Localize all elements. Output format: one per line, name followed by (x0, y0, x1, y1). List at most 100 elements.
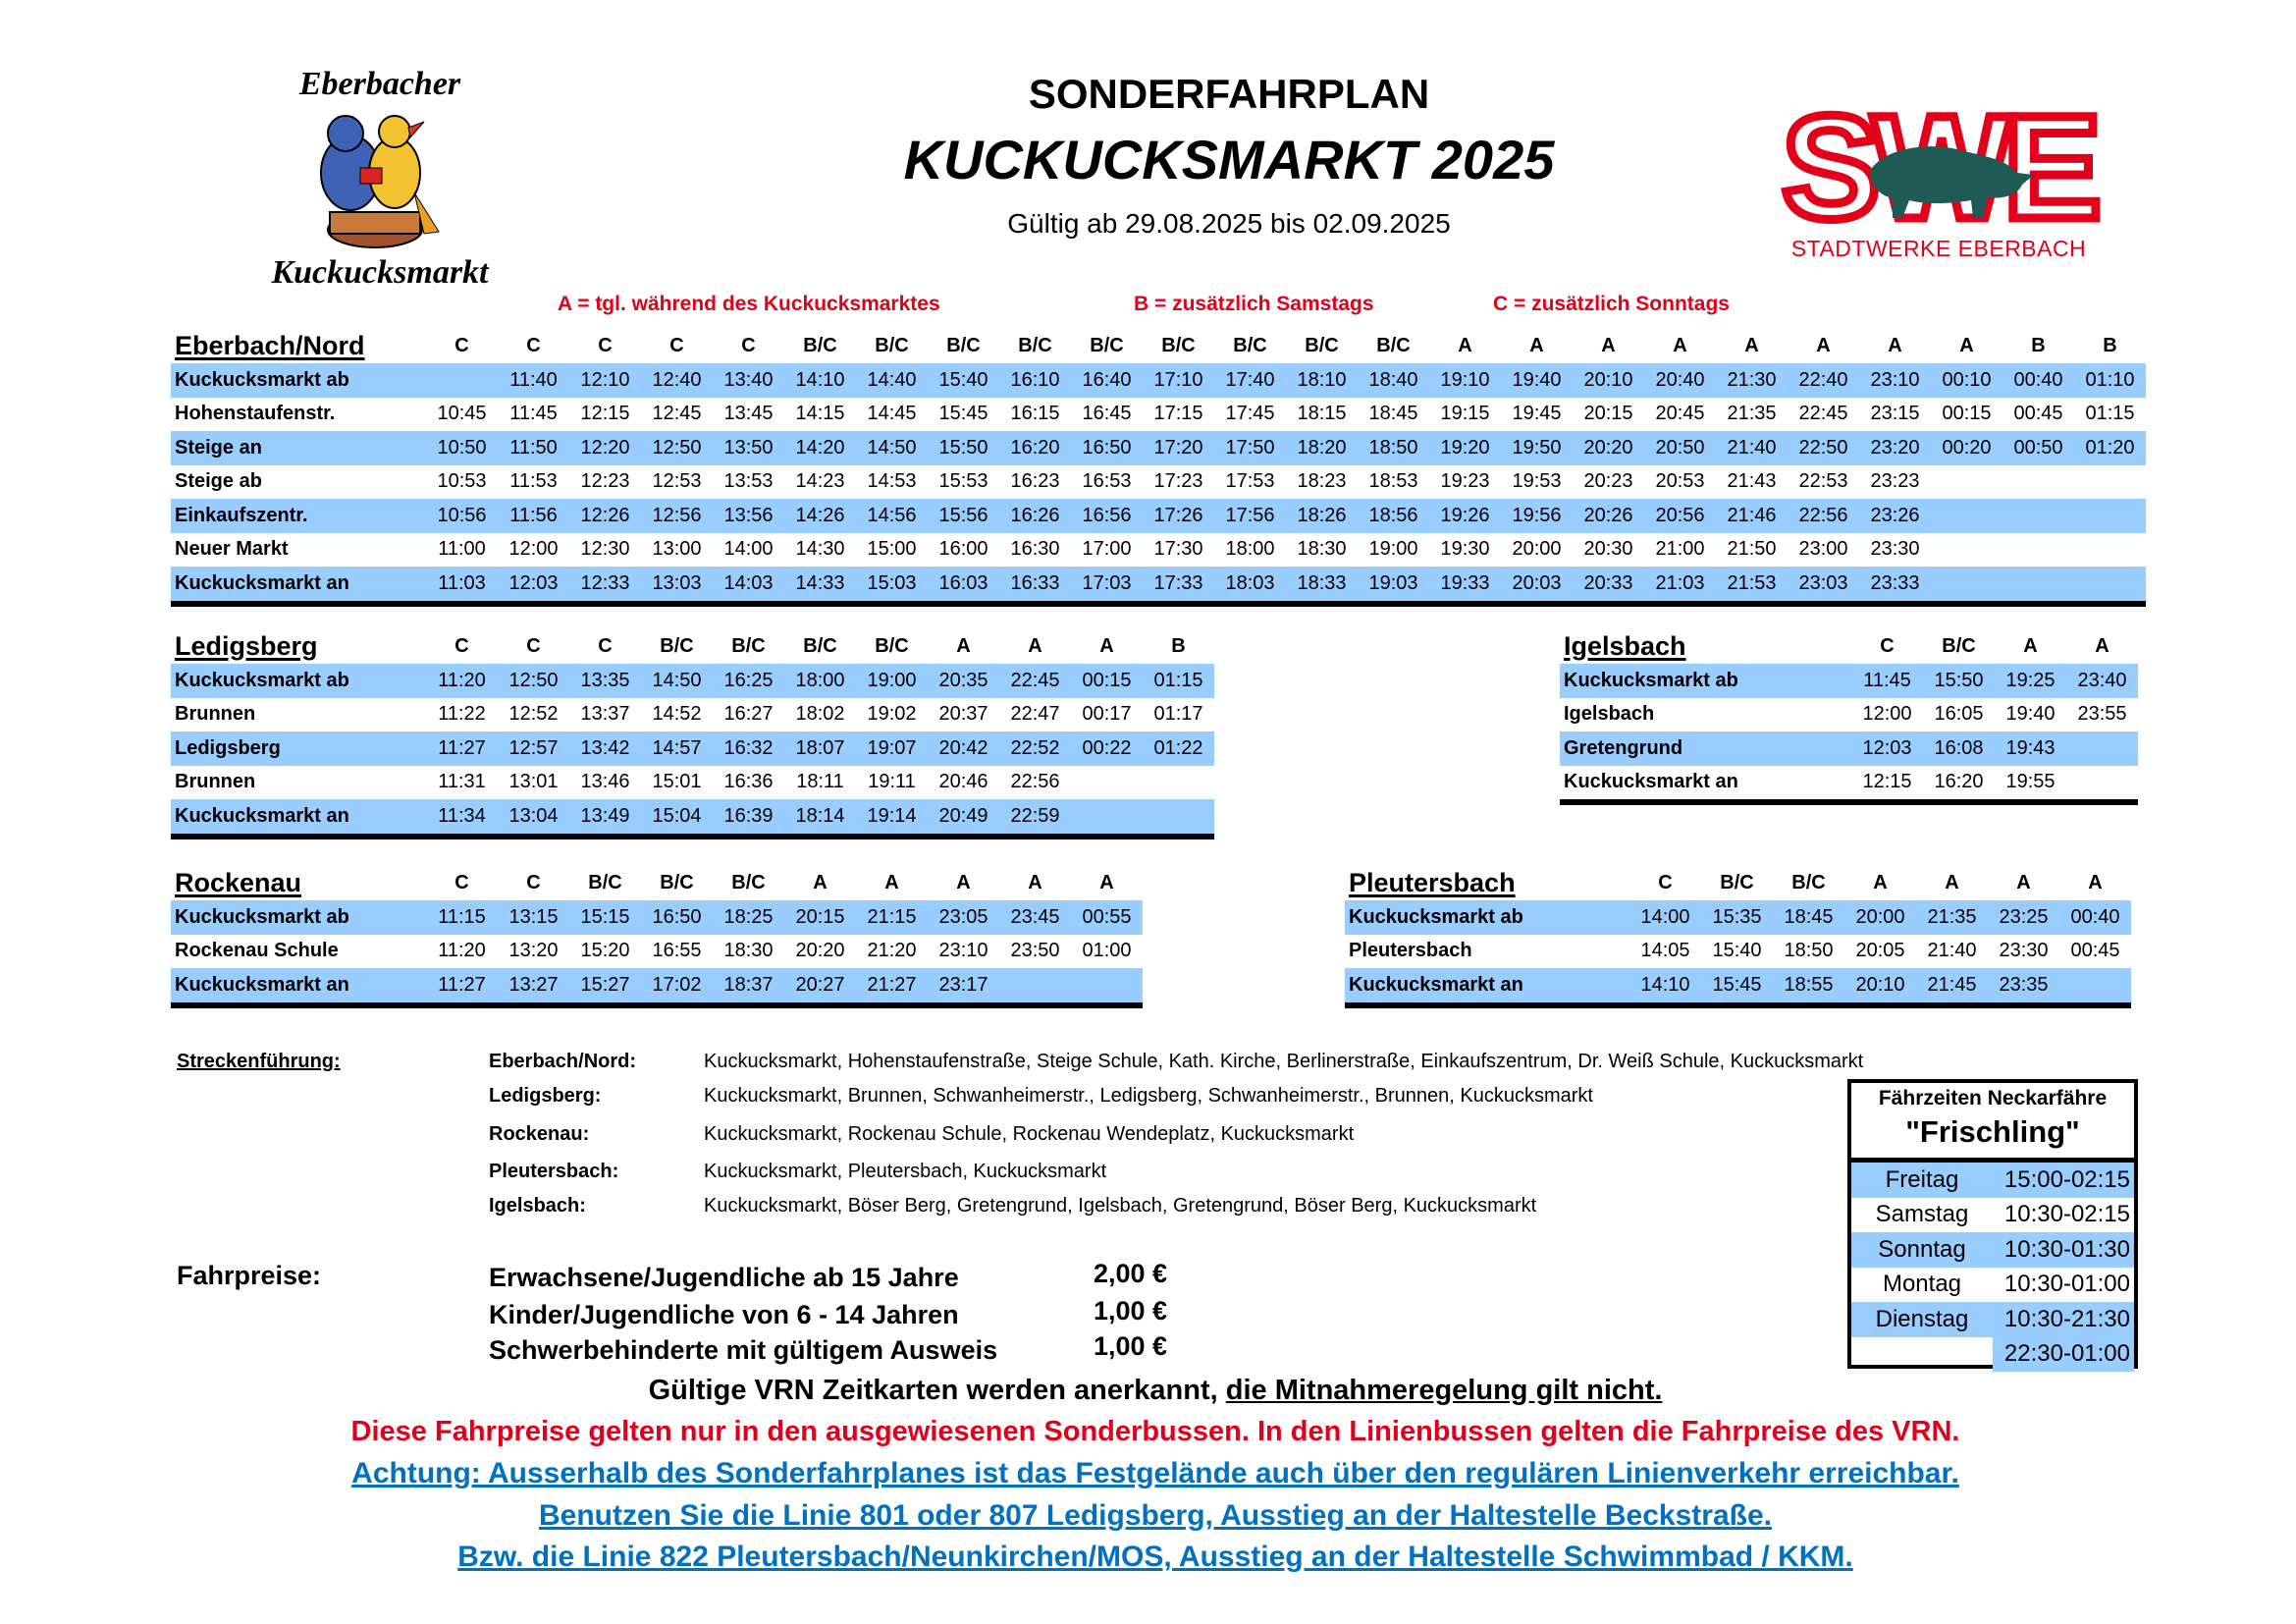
departure-time: 01:15 (1153, 669, 1203, 691)
departure-time: 13:56 (723, 504, 774, 526)
departure-time: 16:56 (1082, 504, 1132, 526)
table-row: Gretengrund 12:03 16:08 19:43 (1560, 731, 2138, 766)
departure-time: 19:14 (867, 804, 917, 827)
service-code: A (1529, 334, 1544, 356)
route-path: Kuckucksmarkt, Böser Berg, Gretengrund, … (704, 1195, 1537, 1217)
departure-time: 12:50 (652, 436, 702, 459)
departure-time: 15:45 (938, 403, 988, 425)
departure-time: 20:53 (1655, 470, 1705, 493)
table-bottom-rule (171, 600, 2146, 607)
table-header: Ledigsberg C C C B/C B/C B/C B/C A A A B (171, 628, 1214, 664)
table-row: Kuckucksmarkt ab 11:20 12:50 13:35 14:50 16:2… (171, 664, 1214, 698)
stop-name: Kuckucksmarkt an (175, 804, 349, 827)
route-path: Kuckucksmarkt, Brunnen, Schwanheimerstr.… (704, 1085, 1593, 1107)
departure-time: 15:00 (867, 538, 917, 561)
departure-time: 20:05 (1855, 940, 1905, 962)
regular-service-link[interactable]: Achtung: Ausserhalb des Sonderfahrplanes… (351, 1457, 1959, 1489)
table-row: Kuckucksmarkt an 12:15 16:20 19:55 (1560, 766, 2138, 800)
ferry-time: 10:30-01:00 (2003, 1271, 2130, 1298)
service-code: C (454, 634, 469, 657)
departure-time: 21:45 (1927, 973, 1977, 996)
departure-time: 20:27 (795, 973, 845, 996)
departure-time: 14:50 (652, 669, 702, 691)
departure-time: 18:03 (1225, 571, 1275, 594)
departure-time: 13:49 (580, 804, 630, 827)
departure-time: 17:15 (1153, 403, 1203, 425)
departure-time: 14:15 (795, 403, 845, 425)
departure-time: 00:40 (2070, 905, 2120, 928)
service-code: A (2016, 871, 2031, 893)
service-code: C (526, 634, 541, 657)
departure-time: 22:50 (1798, 436, 1848, 459)
departure-time: 13:37 (580, 703, 630, 726)
service-code: B (1171, 634, 1186, 657)
departure-time: 21:35 (1727, 403, 1777, 425)
lines-801-807-link[interactable]: Benutzen Sie die Linie 801 oder 807 Ledi… (539, 1499, 1772, 1532)
departure-time: 17:45 (1225, 403, 1275, 425)
table-row: Kuckucksmarkt an 14:10 15:45 18:55 20:10 21:4… (1345, 968, 2131, 1002)
departure-time: 14:33 (795, 571, 845, 594)
departure-time: 15:50 (938, 436, 988, 459)
departure-time: 19:23 (1440, 470, 1490, 493)
departure-time: 18:15 (1297, 403, 1347, 425)
departure-time: 23:03 (1798, 571, 1848, 594)
fare-price: 1,00 € (1094, 1331, 1168, 1361)
vrn-underlined: die Mitnahmeregelung gilt nicht. (1225, 1375, 1663, 1406)
departure-time: 01:17 (1153, 703, 1203, 726)
departure-time: 16:36 (723, 771, 774, 793)
departure-time: 13:00 (652, 538, 702, 561)
fare-group: Erwachsene/Jugendliche ab 15 Jahre (489, 1263, 959, 1292)
departure-time: 13:42 (580, 736, 630, 759)
departure-time: 19:02 (867, 703, 917, 726)
departure-time: 20:35 (938, 669, 988, 691)
service-code: B/C (1942, 634, 1976, 657)
departure-time: 11:31 (438, 771, 486, 793)
departure-time: 23:15 (1870, 403, 1920, 425)
departure-time: 21:50 (1727, 538, 1777, 561)
ferry-day: Samstag (1875, 1201, 1969, 1228)
departure-time: 15:45 (1712, 973, 1762, 996)
service-code: A (1099, 634, 1114, 657)
table-row: Brunnen 11:22 12:52 13:37 14:52 16:27 18:02 19:… (171, 698, 1214, 732)
departure-time: 20:37 (938, 703, 988, 726)
service-code: B/C (588, 871, 622, 893)
departure-time: 11:03 (438, 571, 486, 594)
departure-time: 19:40 (1512, 368, 1562, 391)
departure-time: 21:46 (1727, 504, 1777, 526)
table-row: Kuckucksmarkt an 11:34 13:04 13:49 15:04 16:3… (171, 799, 1214, 834)
departure-time: 22:53 (1798, 470, 1848, 493)
departure-time: 19:55 (2005, 771, 2056, 793)
departure-time: 12:45 (652, 403, 702, 425)
stop-name: Kuckucksmarkt an (175, 973, 349, 996)
departure-time: 16:33 (1010, 571, 1060, 594)
swe-name: STADTWERKE EBERBACH (1790, 236, 2087, 261)
stop-name: Brunnen (175, 703, 256, 726)
fare-group: Kinder/Jugendliche von 6 - 14 Jahren (489, 1300, 959, 1329)
ferry-time: 10:30-21:30 (2003, 1305, 2130, 1332)
departure-time: 15:56 (938, 504, 988, 526)
departure-time: 11:56 (509, 504, 558, 526)
departure-time: 11:00 (438, 538, 486, 561)
service-code: A (956, 634, 971, 657)
departure-time: 17:33 (1153, 571, 1203, 594)
departure-time: 19:03 (1368, 571, 1418, 594)
departure-time: 12:56 (652, 504, 702, 526)
service-code: A (1028, 871, 1042, 893)
departure-time: 12:15 (580, 403, 630, 425)
table-row: Neuer Markt 11:00 12:00 12:30 13:00 14:00 14:3… (171, 533, 2146, 568)
table-row: Kuckucksmarkt an 11:27 13:27 15:27 17:02 18:3… (171, 968, 1143, 1002)
line-822-link[interactable]: Bzw. die Linie 822 Pleutersbach/Neunkirc… (457, 1541, 1853, 1573)
vrn-note: Gültige VRN Zeitkarten werden anerkannt,… (0, 1375, 2296, 1407)
departure-time: 13:01 (508, 771, 559, 793)
departure-time: 11:45 (1863, 669, 1911, 691)
departure-time: 23:50 (1010, 940, 1060, 962)
departure-time: 15:15 (580, 905, 630, 928)
departure-time: 14:40 (867, 368, 917, 391)
departure-time: 21:40 (1727, 436, 1777, 459)
departure-time: 18:25 (723, 905, 774, 928)
route-name: Eberbach/Nord: (489, 1051, 637, 1072)
departure-time: 18:30 (1297, 538, 1347, 561)
page-title: KUCKUCKSMARKT 2025 (903, 129, 1555, 190)
departure-time: 11:34 (438, 804, 486, 827)
departure-time: 01:20 (2085, 436, 2135, 459)
